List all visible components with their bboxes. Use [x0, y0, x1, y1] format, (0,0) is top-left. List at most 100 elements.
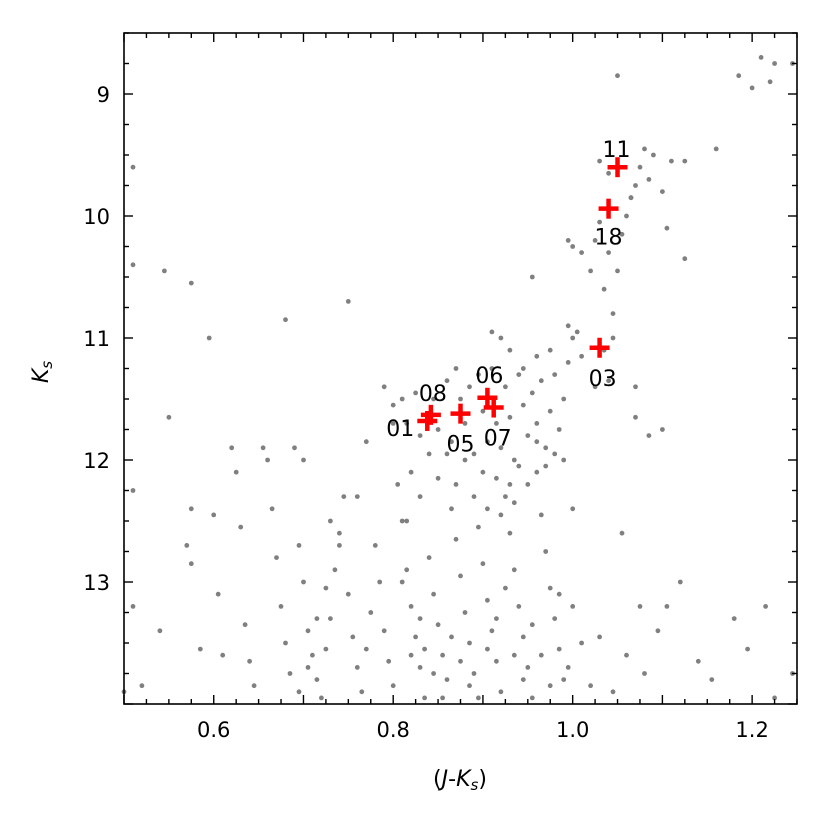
data-point: [386, 658, 392, 664]
star-label-05: 05: [447, 433, 475, 458]
data-point: [529, 274, 535, 280]
data-point: [633, 183, 638, 188]
data-point: [669, 158, 674, 164]
data-point: [188, 561, 194, 567]
data-point: [511, 652, 517, 658]
data-point: [337, 530, 342, 536]
data-point: [682, 158, 688, 164]
x-axis-label: (J-Ks): [433, 767, 487, 794]
data-point: [507, 482, 513, 487]
data-point: [462, 457, 468, 463]
y-tick-label: 9: [97, 83, 110, 107]
data-point: [467, 384, 472, 390]
data-point: [579, 250, 584, 256]
data-point: [359, 689, 365, 695]
axis-ticks: [123, 32, 798, 705]
data-point: [534, 439, 540, 445]
data-point: [363, 439, 369, 445]
data-point: [579, 640, 584, 646]
data-point: [574, 329, 580, 335]
tick-labels: 0.6 0.8 1.0 1.2 9 10 11 12 13: [83, 83, 769, 742]
data-point: [292, 445, 297, 451]
data-point: [206, 335, 212, 341]
data-point: [552, 372, 558, 377]
data-point: [314, 616, 320, 621]
data-point: [238, 524, 244, 530]
data-point: [511, 567, 517, 573]
data-point: [525, 665, 531, 670]
data-point: [646, 433, 652, 438]
data-point: [695, 658, 701, 664]
data-point: [462, 421, 468, 426]
data-point: [260, 445, 266, 451]
star-marker-08: [420, 404, 441, 425]
data-point: [363, 646, 369, 652]
data-point: [467, 683, 472, 689]
data-point: [265, 457, 270, 463]
data-point: [606, 170, 611, 176]
star-label-07: 07: [484, 427, 512, 452]
data-point: [633, 414, 638, 420]
data-point: [399, 396, 405, 402]
data-point: [529, 695, 535, 701]
data-point: [399, 579, 405, 585]
data-point: [328, 518, 333, 524]
data-point: [758, 55, 764, 60]
data-point: [278, 604, 284, 609]
data-point: [426, 555, 432, 560]
data-point: [413, 390, 418, 396]
data-point: [166, 414, 172, 420]
data-point: [772, 61, 777, 66]
data-point: [494, 475, 499, 481]
data-point: [444, 378, 450, 384]
data-point: [404, 567, 410, 573]
data-point: [417, 665, 423, 670]
data-point: [188, 506, 194, 512]
data-point: [444, 677, 450, 682]
data-point: [767, 79, 773, 85]
data-point: [283, 317, 288, 323]
data-point: [556, 646, 562, 652]
data-point: [525, 482, 531, 487]
data-point: [413, 634, 418, 640]
data-point: [561, 396, 567, 402]
data-point: [296, 543, 302, 548]
data-point: [435, 475, 441, 481]
data-point: [561, 457, 567, 463]
data-point: [485, 506, 490, 512]
data-point: [534, 469, 540, 475]
data-point: [449, 439, 454, 445]
data-point: [763, 604, 768, 609]
data-point: [565, 323, 571, 329]
data-point: [498, 335, 504, 341]
data-point: [390, 402, 396, 408]
data-point: [354, 665, 360, 670]
data-point: [660, 189, 665, 195]
data-point: [682, 256, 688, 262]
data-point: [458, 573, 463, 579]
plot-frame: [123, 32, 798, 705]
data-point: [597, 158, 602, 164]
y-axis-label: Ks: [29, 361, 56, 383]
data-point: [449, 634, 454, 640]
data-point: [404, 518, 410, 524]
data-point: [677, 579, 683, 585]
data-point: [498, 512, 504, 518]
data-point: [534, 353, 540, 359]
data-point: [543, 549, 549, 554]
data-point: [283, 640, 288, 646]
data-point: [511, 457, 517, 463]
data-point: [431, 671, 436, 676]
data-point: [498, 689, 504, 695]
star-label-01: 01: [386, 417, 414, 442]
data-point: [601, 286, 607, 292]
data-point: [597, 634, 602, 640]
data-point: [251, 683, 257, 689]
data-point: [579, 353, 584, 359]
data-point: [368, 610, 374, 615]
data-point: [624, 652, 629, 658]
data-point: [619, 231, 625, 237]
data-point: [381, 384, 387, 390]
data-point: [301, 457, 306, 463]
data-point: [440, 695, 445, 701]
